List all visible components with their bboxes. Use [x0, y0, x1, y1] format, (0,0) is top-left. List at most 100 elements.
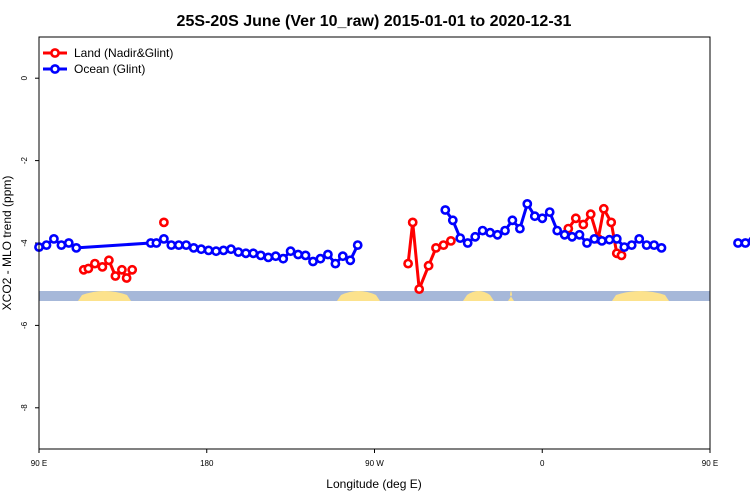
point-ocean — [63, 238, 74, 248]
point-land — [110, 271, 121, 281]
point-ocean — [203, 245, 214, 256]
surface-band — [39, 291, 710, 301]
point-ocean — [270, 251, 281, 262]
point-ocean — [248, 248, 259, 259]
point-ocean — [196, 244, 207, 255]
land-region — [463, 291, 494, 301]
legend: Land (Nadir&Glint) Ocean (Glint) — [43, 46, 173, 76]
x-tick-label: 90 E — [31, 459, 47, 468]
point-ocean — [619, 242, 630, 252]
point-land — [121, 273, 132, 283]
point-ocean — [440, 205, 451, 215]
point-ocean — [589, 233, 600, 244]
point-ocean — [218, 245, 229, 256]
point-ocean — [656, 242, 667, 253]
point-ocean — [447, 215, 458, 226]
y-tick-label: -6 — [20, 321, 29, 329]
land-region — [78, 291, 131, 301]
point-ocean — [462, 238, 473, 248]
point-ocean — [641, 240, 652, 250]
point-ocean — [330, 258, 341, 269]
x-axis-label: Longitude (deg E) — [326, 477, 421, 491]
axes: 90 E 180 90 W 0 90 E 0 -2 -4 -6 -8 — [20, 75, 718, 468]
point-land — [616, 250, 627, 261]
point-ocean — [626, 240, 637, 250]
point-ocean — [322, 249, 333, 260]
land-region — [508, 291, 514, 301]
point-land — [414, 284, 425, 294]
point-ocean — [211, 246, 221, 257]
legend-label-ocean: Ocean (Glint) — [74, 62, 145, 76]
point-land — [431, 242, 441, 253]
point-land — [104, 255, 114, 266]
point-ocean — [529, 211, 540, 222]
plot-frame — [38, 36, 711, 450]
point-ocean — [293, 249, 303, 260]
y-tick-label: -8 — [20, 404, 29, 412]
point-ocean — [49, 233, 59, 244]
point-land — [438, 240, 449, 250]
x-tick-label: 90 E — [702, 459, 718, 468]
point-ocean — [604, 234, 615, 245]
land-region — [612, 291, 669, 301]
point-ocean — [492, 229, 503, 240]
point-ocean — [597, 235, 607, 246]
point-ocean — [611, 233, 622, 244]
y-tick-label: 0 — [20, 75, 29, 80]
point-ocean — [278, 253, 289, 264]
point-ocean — [477, 225, 488, 236]
point-ocean — [500, 225, 510, 236]
point-land — [570, 213, 581, 224]
point-ocean — [544, 207, 555, 217]
point-ocean — [300, 250, 311, 261]
point-ocean — [567, 231, 577, 242]
legend-label-land: Land (Nadir&Glint) — [74, 46, 173, 60]
point-land — [97, 261, 108, 272]
point-ocean — [559, 229, 570, 240]
y-tick-label: -2 — [20, 156, 29, 164]
point-ocean — [470, 231, 481, 242]
point-ocean — [233, 247, 244, 257]
point-land — [117, 264, 127, 275]
point-ocean — [263, 252, 274, 263]
point-ocean — [574, 229, 585, 240]
point-land — [158, 217, 169, 228]
point-land — [403, 258, 413, 269]
x-tick-label: 180 — [200, 459, 214, 468]
legend-marker-ocean — [50, 64, 60, 74]
point-land — [127, 264, 138, 275]
point-ocean — [634, 233, 645, 244]
point-ocean — [522, 198, 533, 209]
point-ocean — [507, 215, 518, 226]
legend-marker-land — [50, 48, 60, 58]
chart-title: 25S-20S June (Ver 10_raw) 2015-01-01 to … — [177, 13, 572, 30]
point-ocean — [151, 238, 162, 248]
point-ocean — [71, 242, 82, 253]
y-tick-label: -4 — [20, 239, 29, 247]
point-ocean — [515, 223, 525, 234]
point-land — [445, 235, 456, 246]
point-ocean — [181, 240, 192, 250]
point-land — [578, 219, 589, 230]
point-ocean — [337, 251, 348, 262]
x-tick-label: 0 — [540, 459, 545, 468]
point-land — [585, 209, 596, 220]
point-land — [598, 203, 609, 214]
data-series — [34, 198, 750, 294]
point-land — [423, 260, 434, 271]
point-ocean — [41, 240, 52, 250]
x-tick-label: 90 W — [365, 459, 384, 468]
point-ocean — [352, 240, 363, 250]
point-land — [90, 258, 100, 269]
point-ocean — [537, 213, 548, 224]
point-land — [407, 217, 418, 228]
point-ocean — [158, 233, 169, 244]
point-ocean — [582, 238, 592, 248]
point-ocean — [255, 250, 266, 261]
y-axis-label: XCO2 - MLO trend (ppm) — [0, 176, 14, 311]
land-region — [337, 291, 380, 301]
point-land — [83, 263, 94, 274]
point-ocean — [315, 253, 326, 264]
point-ocean — [345, 255, 356, 266]
